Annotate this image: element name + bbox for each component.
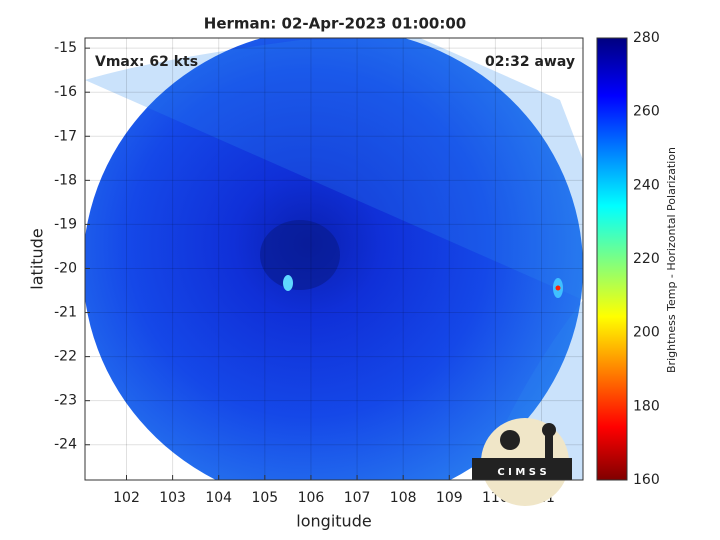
colorbar-tick-label: 240 <box>633 177 660 193</box>
annotation: Vmax: 62 kts <box>95 54 198 70</box>
colorbar-tick-label: 280 <box>633 30 660 46</box>
colorbar-tick-label: 220 <box>633 251 660 267</box>
annotation: 02:32 away <box>485 54 575 70</box>
colorbar-label: Brightness Temp - Horizontal Polarizatio… <box>665 147 678 373</box>
y-tick-label: -21 <box>54 305 77 321</box>
y-tick-label: -15 <box>54 40 77 56</box>
axes-frame <box>84 37 584 481</box>
x-tick-label: 108 <box>390 490 417 506</box>
y-tick-label: -16 <box>54 84 77 100</box>
y-tick-label: -23 <box>54 393 77 409</box>
colorbar-tick-label: 260 <box>633 104 660 120</box>
y-tick-label: -17 <box>54 128 77 144</box>
y-tick-label: -20 <box>54 260 77 276</box>
x-tick-label: 104 <box>205 490 232 506</box>
y-axis-label: latitude <box>28 228 47 289</box>
x-tick-label: 107 <box>344 490 371 506</box>
y-tick-label: -24 <box>54 437 77 453</box>
colorbar-tick-label: 180 <box>633 398 660 414</box>
x-axis-label: longitude <box>296 512 371 531</box>
x-tick-label: 103 <box>159 490 186 506</box>
logo-text: C I M S S <box>497 467 546 478</box>
y-tick-label: -19 <box>54 216 77 232</box>
colorbar-tick-label: 200 <box>633 325 660 341</box>
swath-image <box>85 38 583 480</box>
y-tick-label: -18 <box>54 172 77 188</box>
x-tick-label: 109 <box>436 490 463 506</box>
x-tick-label: 106 <box>298 490 325 506</box>
colorbar-tick-label: 160 <box>633 472 660 488</box>
logo: C I M S S <box>472 418 572 506</box>
x-tick-label: 102 <box>113 490 140 506</box>
x-tick-label: 105 <box>251 490 278 506</box>
chart-title: Herman: 02-Apr-2023 01:00:00 <box>204 15 466 33</box>
y-tick-label: -22 <box>54 349 77 365</box>
colorbar <box>596 37 628 481</box>
